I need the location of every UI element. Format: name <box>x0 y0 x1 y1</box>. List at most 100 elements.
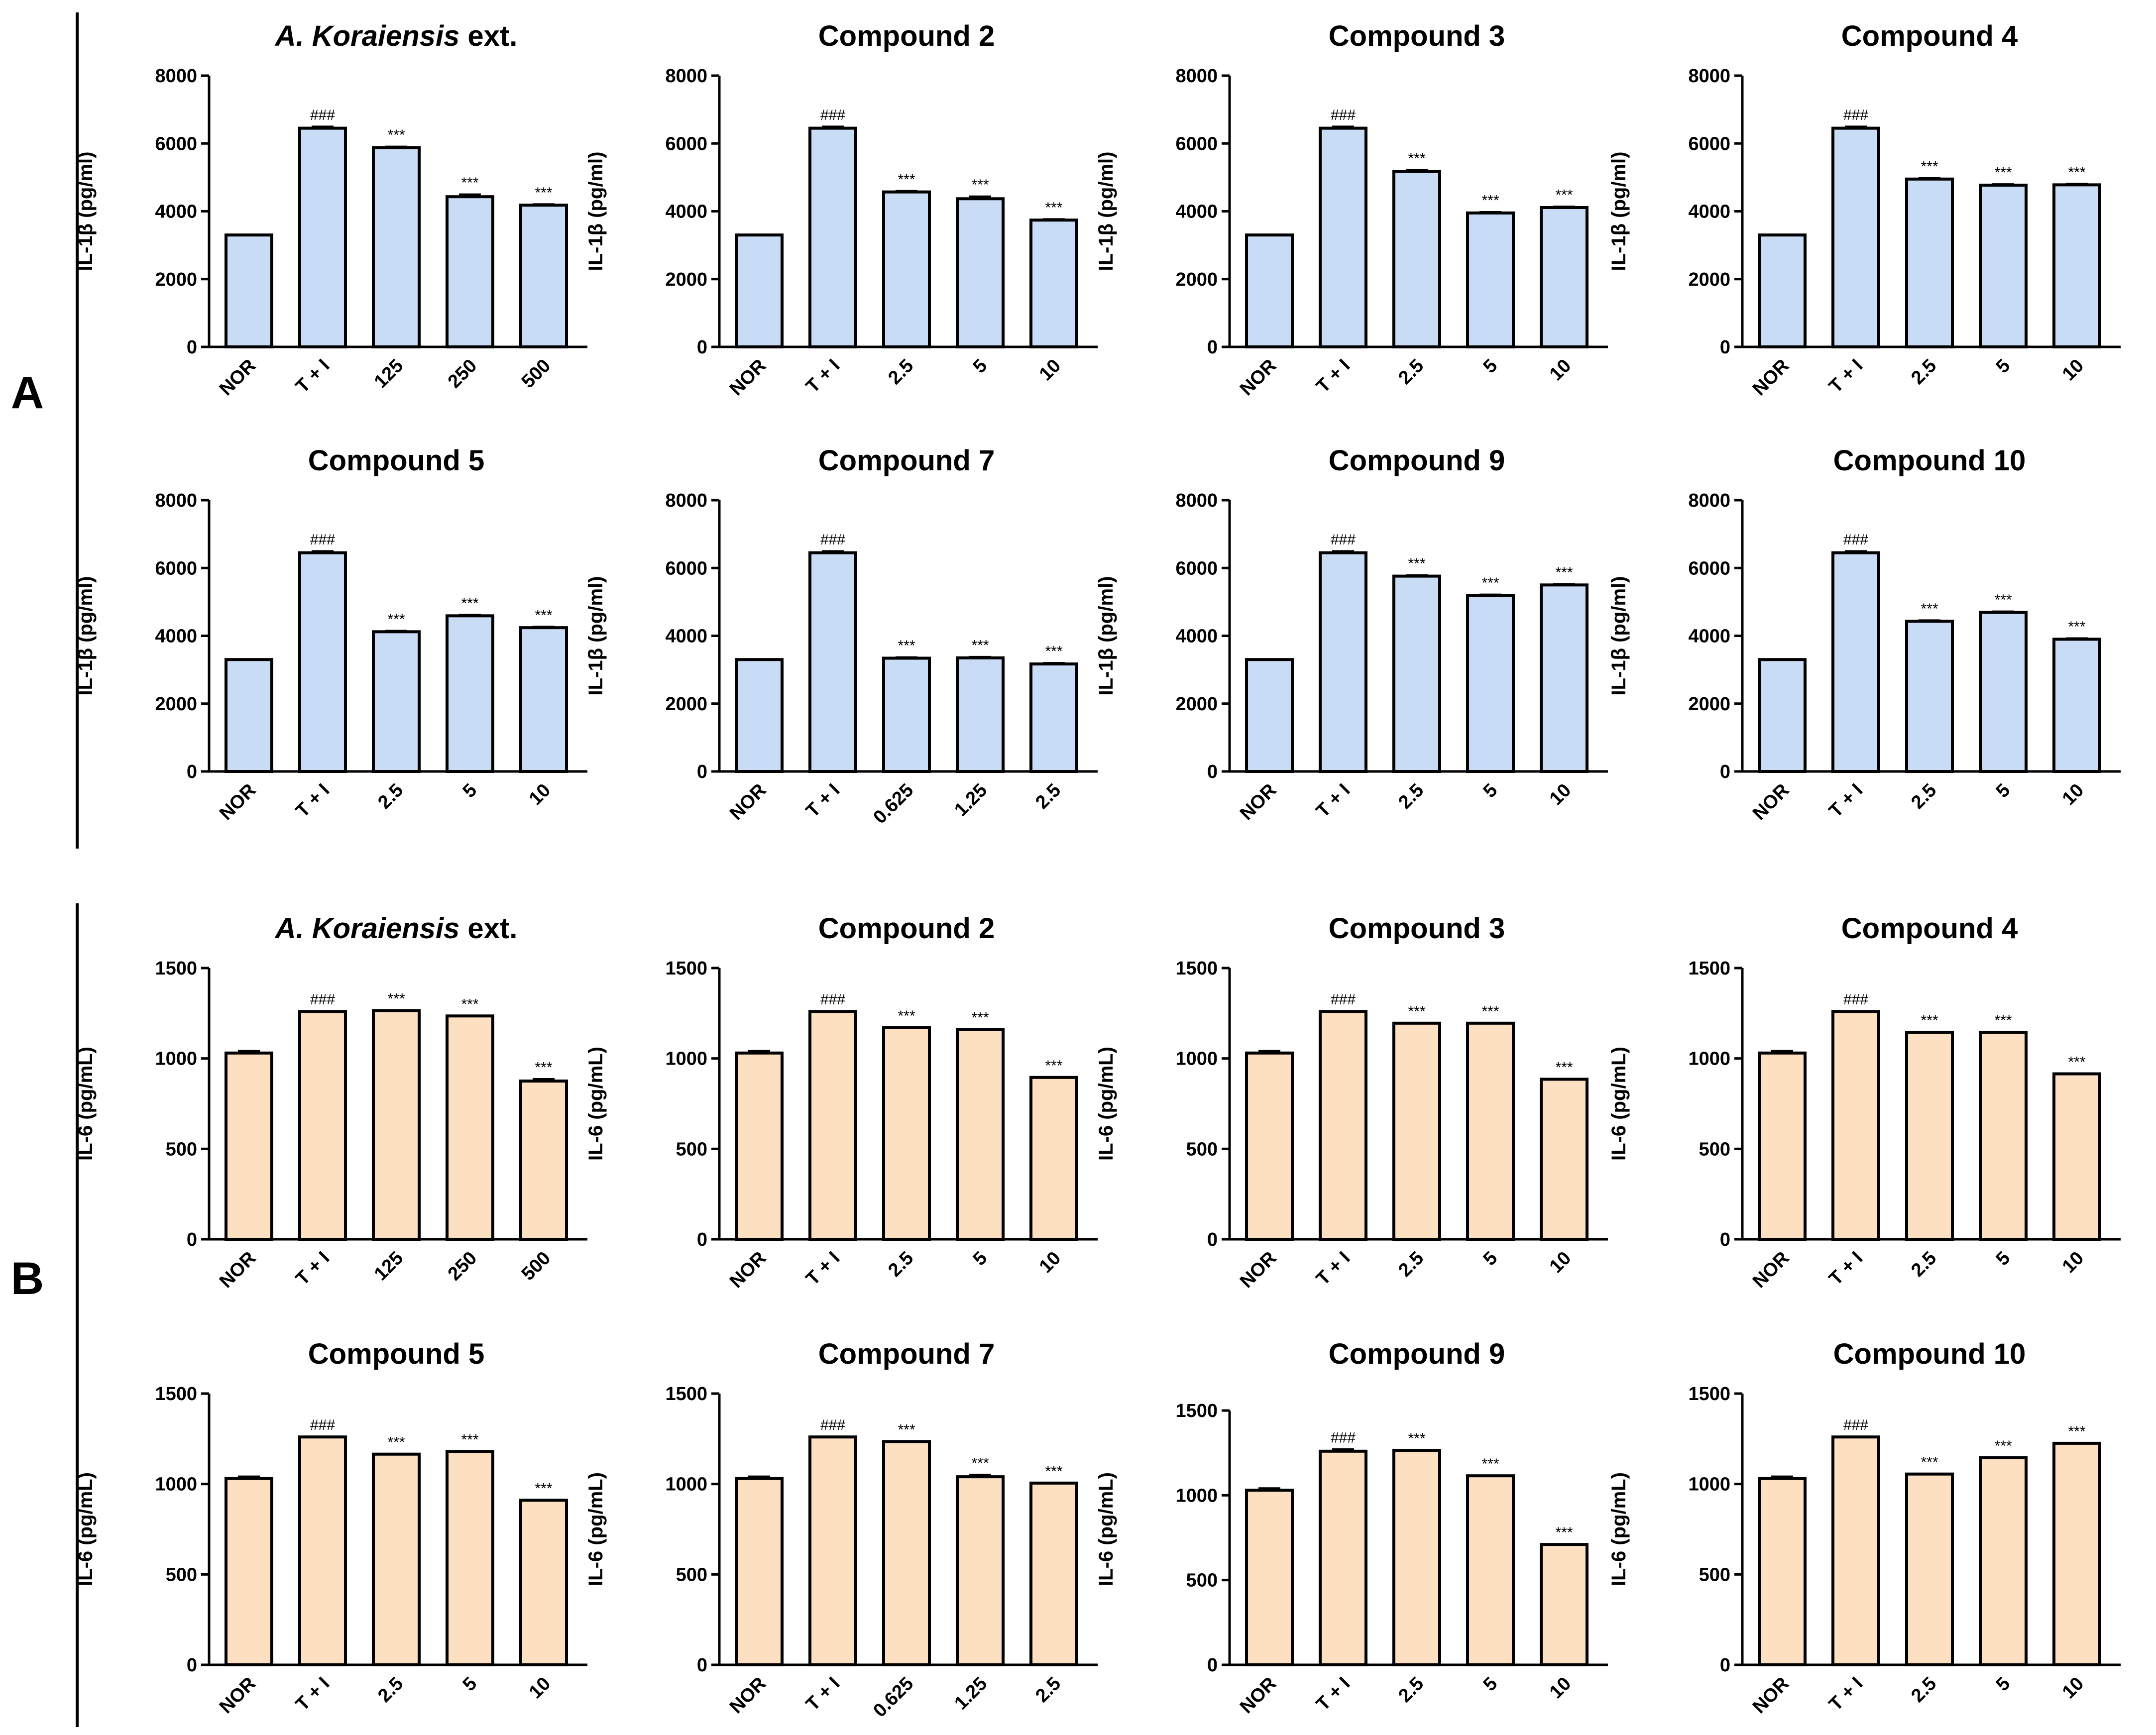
x-tick-label: NOR <box>726 355 770 400</box>
bar <box>1540 1543 1589 1666</box>
bar <box>1466 211 1515 348</box>
significance-label: ### <box>310 532 335 548</box>
chart-b-4-row1: 0 500 1000 1500 IL-6 (pg/mL) Compound 4 NOR ###… <box>1608 912 2121 1292</box>
bar <box>735 233 784 348</box>
bar <box>372 1452 421 1666</box>
significance-label: *** <box>461 1431 478 1448</box>
y-tick-label: 0 <box>697 1229 707 1250</box>
chart-title: Compound 9 <box>1329 1338 1505 1370</box>
significance-label: *** <box>1921 158 1938 175</box>
x-tick-label: 1.25 <box>950 1673 991 1714</box>
bar <box>2052 638 2101 773</box>
y-axis-label: IL-6 (pg/mL) <box>75 1472 97 1586</box>
bar <box>1831 551 1880 773</box>
x-tick-label: NOR <box>726 1248 770 1292</box>
y-tick-label: 0 <box>1207 761 1218 782</box>
chart-a-2-row1: 0 2000 4000 6000 8000 IL-1β (pg/ml) Compound 2… <box>585 20 1098 400</box>
x-tick-label: 2.5 <box>1907 1248 1940 1281</box>
x-tick-label: T + I <box>802 1248 844 1290</box>
significance-label: *** <box>971 1010 989 1026</box>
x-tick-label: NOR <box>1236 355 1280 400</box>
chart-a-1-row2: 0 2000 4000 6000 8000 IL-1β (pg/ml) Compound 5… <box>75 444 587 824</box>
x-tick-label: NOR <box>216 1673 260 1718</box>
y-tick-label: 2000 <box>665 694 707 715</box>
panel-label-b: B <box>11 1253 44 1304</box>
significance-label: *** <box>387 990 405 1007</box>
bar <box>882 656 931 773</box>
x-tick-label: 125 <box>370 355 408 393</box>
bar <box>225 658 273 773</box>
bar <box>2052 183 2101 348</box>
significance-label: *** <box>1045 200 1062 216</box>
bar <box>735 658 784 773</box>
x-tick-label: 2.5 <box>884 355 917 389</box>
y-tick-label: 4000 <box>665 202 707 222</box>
x-tick-label: 0.625 <box>869 780 917 828</box>
y-axis-label: IL-1β (pg/ml) <box>1608 576 1630 696</box>
bar <box>446 1450 494 1666</box>
significance-label: *** <box>2068 1423 2085 1440</box>
significance-label: *** <box>535 607 552 624</box>
chart-b-4-row2: 0 500 1000 1500 IL-6 (pg/mL) Compound 10 NOR ##… <box>1608 1338 2121 1718</box>
x-tick-label: T + I <box>802 1673 844 1715</box>
x-tick-label: T + I <box>292 355 334 397</box>
y-axis-label: IL-1β (pg/ml) <box>585 152 607 271</box>
bar <box>1392 574 1441 773</box>
y-axis-label: IL-1β (pg/ml) <box>1608 152 1630 271</box>
y-axis-label: IL-6 (pg/mL) <box>1095 1472 1117 1586</box>
bar <box>1979 1456 2028 1667</box>
significance-label: *** <box>2068 619 2085 635</box>
bar <box>882 1026 931 1241</box>
bar <box>372 1009 421 1241</box>
x-tick-label: 10 <box>1035 355 1065 385</box>
y-tick-label: 1000 <box>1688 1049 1730 1070</box>
bar <box>519 1499 568 1667</box>
x-tick-label: 2.5 <box>884 1248 917 1281</box>
bar <box>225 1051 273 1241</box>
chart-title: A. Koraiensis ext. <box>274 20 518 52</box>
y-tick-label: 2000 <box>155 269 197 290</box>
charts-group: 0 2000 4000 6000 8000 IL-1β (pg/ml) A. Koraien… <box>75 20 2121 1722</box>
y-axis-label: IL-6 (pg/mL) <box>1608 1047 1630 1161</box>
x-tick-label: T + I <box>1312 1248 1354 1290</box>
x-tick-label: 10 <box>2058 355 2088 385</box>
significance-label: *** <box>1921 1012 1938 1029</box>
x-tick-label: 250 <box>444 355 481 393</box>
y-tick-label: 6000 <box>1688 558 1730 579</box>
bar <box>446 195 494 348</box>
bar <box>446 1014 494 1241</box>
significance-label: *** <box>1481 1003 1499 1020</box>
significance-label: *** <box>387 611 405 628</box>
significance-label: ### <box>310 991 335 1008</box>
x-tick-label: T + I <box>292 1248 334 1290</box>
y-tick-label: 0 <box>1720 761 1730 782</box>
significance-label: ### <box>820 107 845 123</box>
chart-a-3-row2: 0 2000 4000 6000 8000 IL-1β (pg/ml) Compound 9… <box>1095 444 1608 824</box>
significance-label: ### <box>1843 532 1868 548</box>
bar <box>1831 126 1880 348</box>
y-tick-label: 500 <box>676 1564 707 1585</box>
bar <box>372 630 421 773</box>
x-tick-label: 10 <box>1546 780 1576 810</box>
y-tick-label: 1500 <box>155 958 197 979</box>
x-tick-label: NOR <box>1749 780 1793 824</box>
significance-label: *** <box>898 1008 915 1024</box>
bar <box>956 1028 1005 1241</box>
bar <box>808 1435 857 1666</box>
chart-title: Compound 5 <box>308 1338 484 1370</box>
x-tick-label: NOR <box>1236 1248 1280 1292</box>
y-tick-label: 500 <box>1186 1570 1218 1591</box>
bar <box>1319 1449 1367 1666</box>
significance-label: *** <box>1045 1463 1062 1480</box>
x-tick-label: 10 <box>2058 780 2088 810</box>
chart-title: Compound 7 <box>818 444 995 477</box>
y-tick-label: 6000 <box>665 558 707 579</box>
x-tick-label: 125 <box>370 1248 408 1285</box>
y-tick-label: 4000 <box>665 626 707 647</box>
y-tick-label: 8000 <box>1175 66 1218 87</box>
significance-label: *** <box>1921 1454 1938 1471</box>
y-tick-label: 0 <box>1720 1229 1730 1250</box>
significance-label: *** <box>1408 1430 1425 1447</box>
significance-label: *** <box>1481 193 1499 209</box>
